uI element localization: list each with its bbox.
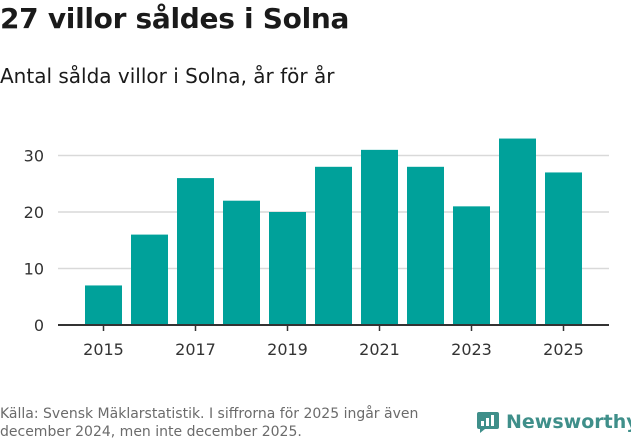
- bar-2019: [269, 212, 306, 325]
- chart-subtitle: Antal sålda villor i Solna, år för år: [0, 64, 335, 88]
- bar-2025: [545, 172, 582, 325]
- x-tick-label: 2023: [451, 340, 492, 359]
- bar-2023: [453, 206, 490, 325]
- bar-2016: [131, 234, 168, 325]
- x-tick-label: 2017: [175, 340, 216, 359]
- x-tick-label: 2015: [83, 340, 124, 359]
- bar-2024: [499, 138, 536, 325]
- bar-chart: 0 10 20 30 2015 2017 2019 2021 2023 2025: [24, 138, 609, 359]
- bar-2018: [223, 200, 260, 325]
- brand-name: Newsworthy: [506, 411, 631, 433]
- bars: [85, 138, 582, 325]
- y-tick-label: 0: [34, 316, 44, 335]
- brand-logo: Newsworthy: [476, 408, 631, 436]
- source-note: Källa: Svensk Mäklarstatistik. I siffror…: [0, 406, 419, 440]
- y-tick-label: 10: [24, 260, 44, 279]
- bar-2020: [315, 166, 352, 325]
- x-axis-ticks: 2015 2017 2019 2021 2023 2025: [83, 325, 584, 359]
- bar-2021: [361, 149, 398, 325]
- x-tick-label: 2021: [359, 340, 400, 359]
- y-tick-label: 30: [24, 147, 44, 166]
- newsworthy-logo-icon: [476, 410, 500, 434]
- x-tick-label: 2019: [267, 340, 308, 359]
- bar-2017: [177, 178, 214, 325]
- x-tick-label: 2025: [543, 340, 584, 359]
- chart-title: 27 villor såldes i Solna: [0, 2, 350, 35]
- bar-2015: [85, 285, 122, 325]
- y-axis-ticks: 0 10 20 30: [24, 147, 44, 336]
- bar-2022: [407, 166, 444, 325]
- y-tick-label: 20: [24, 203, 44, 222]
